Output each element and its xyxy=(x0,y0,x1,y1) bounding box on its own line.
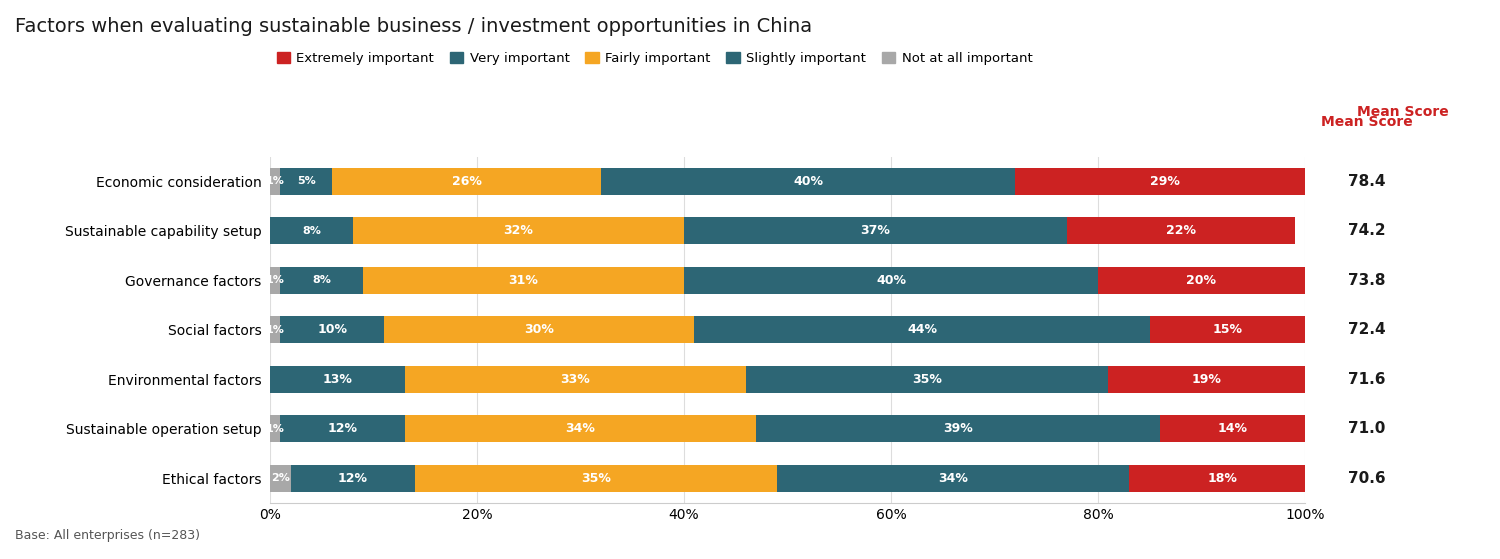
Text: 22%: 22% xyxy=(1166,224,1196,237)
Bar xyxy=(352,217,684,244)
Text: Mean Score: Mean Score xyxy=(1356,105,1449,119)
Text: 12%: 12% xyxy=(327,423,357,435)
Text: 1%: 1% xyxy=(266,275,285,285)
Bar xyxy=(405,415,756,443)
Text: 74.2: 74.2 xyxy=(1348,223,1386,238)
Text: 35%: 35% xyxy=(912,373,942,386)
Bar xyxy=(694,316,1149,343)
Bar xyxy=(684,267,1098,294)
Text: 1%: 1% xyxy=(266,325,285,335)
Text: 33%: 33% xyxy=(561,373,590,386)
Text: 8%: 8% xyxy=(312,275,332,285)
Bar xyxy=(1149,316,1305,343)
Text: Factors when evaluating sustainable business / investment opportunities in China: Factors when evaluating sustainable busi… xyxy=(15,17,812,36)
Bar xyxy=(332,168,602,195)
Text: 35%: 35% xyxy=(580,472,610,485)
Text: Mean Score: Mean Score xyxy=(1322,115,1413,129)
Text: 71.0: 71.0 xyxy=(1348,421,1386,437)
Text: 10%: 10% xyxy=(316,323,346,337)
Text: 40%: 40% xyxy=(794,175,824,188)
Text: 5%: 5% xyxy=(297,176,315,186)
Text: 2%: 2% xyxy=(272,473,290,484)
Bar xyxy=(684,217,1066,244)
Text: 26%: 26% xyxy=(452,175,482,188)
Text: 71.6: 71.6 xyxy=(1348,372,1386,387)
Text: 34%: 34% xyxy=(938,472,968,485)
Bar xyxy=(270,465,291,492)
Text: 29%: 29% xyxy=(1150,175,1180,188)
Text: 37%: 37% xyxy=(861,224,891,237)
Text: 72.4: 72.4 xyxy=(1348,323,1386,337)
Text: 39%: 39% xyxy=(944,423,974,435)
Bar xyxy=(384,316,694,343)
Text: 78.4: 78.4 xyxy=(1348,174,1386,189)
Text: 8%: 8% xyxy=(302,226,321,236)
Bar xyxy=(416,465,777,492)
Bar xyxy=(280,316,384,343)
Bar xyxy=(270,267,280,294)
Bar xyxy=(1130,465,1316,492)
Bar xyxy=(1098,267,1305,294)
Text: 19%: 19% xyxy=(1191,373,1221,386)
Text: 18%: 18% xyxy=(1208,472,1237,485)
Bar xyxy=(602,168,1016,195)
Bar xyxy=(270,415,280,443)
Text: 12%: 12% xyxy=(338,472,368,485)
Bar xyxy=(280,168,332,195)
Text: 1%: 1% xyxy=(266,424,285,434)
Text: 70.6: 70.6 xyxy=(1348,471,1386,486)
Bar xyxy=(777,465,1130,492)
Bar xyxy=(270,217,352,244)
Bar xyxy=(280,415,405,443)
Text: Base: All enterprises (n=283): Base: All enterprises (n=283) xyxy=(15,529,200,542)
Legend: Extremely important, Very important, Fairly important, Slightly important, Not a: Extremely important, Very important, Fai… xyxy=(276,52,1032,65)
Bar xyxy=(746,366,1108,393)
Text: 20%: 20% xyxy=(1186,274,1216,287)
Text: 14%: 14% xyxy=(1218,423,1248,435)
Bar xyxy=(1066,217,1294,244)
Bar xyxy=(363,267,684,294)
Bar xyxy=(1160,415,1305,443)
Bar xyxy=(1016,168,1316,195)
Bar xyxy=(270,366,405,393)
Text: 44%: 44% xyxy=(908,323,938,337)
Text: 32%: 32% xyxy=(504,224,534,237)
Text: 13%: 13% xyxy=(322,373,352,386)
Text: 31%: 31% xyxy=(509,274,538,287)
Bar xyxy=(270,316,280,343)
Bar xyxy=(1108,366,1305,393)
Text: 15%: 15% xyxy=(1212,323,1242,337)
Bar xyxy=(280,267,363,294)
Bar xyxy=(291,465,416,492)
Text: 73.8: 73.8 xyxy=(1348,273,1386,288)
Text: 34%: 34% xyxy=(566,423,596,435)
Bar xyxy=(405,366,746,393)
Text: 30%: 30% xyxy=(524,323,554,337)
Bar xyxy=(756,415,1160,443)
Text: 1%: 1% xyxy=(266,176,285,186)
Bar xyxy=(270,168,280,195)
Text: 40%: 40% xyxy=(876,274,906,287)
